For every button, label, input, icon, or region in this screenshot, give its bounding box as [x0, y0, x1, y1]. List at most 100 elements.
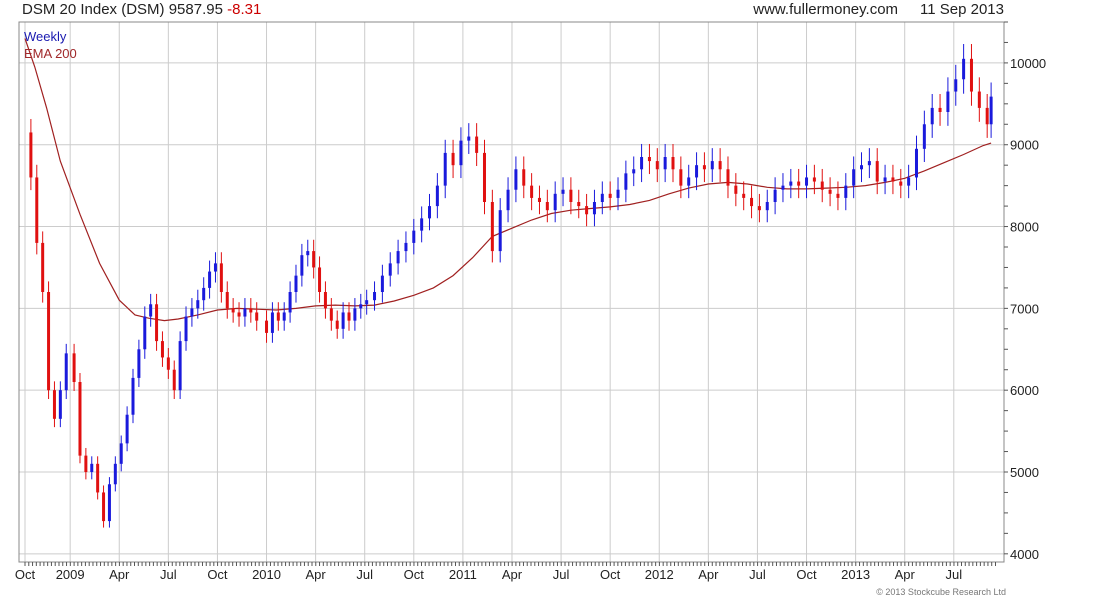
candle-body	[178, 341, 182, 391]
candle-body	[718, 161, 722, 170]
x-tick-label: Apr	[698, 567, 719, 582]
candle-body	[530, 185, 534, 198]
candle-body	[306, 251, 310, 256]
candle-body	[160, 341, 164, 358]
candle-body	[143, 316, 147, 350]
x-tick-label: 2012	[645, 567, 674, 582]
x-tick-label: Oct	[796, 567, 817, 582]
candle-body	[78, 382, 82, 456]
candle-body	[954, 79, 958, 92]
candle-body	[373, 292, 377, 301]
candle-body	[359, 304, 363, 309]
candle-body	[726, 169, 730, 186]
candle-body	[155, 304, 159, 342]
candle-body	[867, 161, 871, 166]
candle-body	[347, 312, 351, 321]
candle-body	[184, 316, 188, 342]
candle-body	[506, 189, 510, 211]
candle-body	[318, 267, 322, 292]
candle-body	[608, 193, 612, 198]
candle-body	[172, 369, 176, 391]
candle-body	[96, 463, 100, 493]
candle-body	[119, 443, 123, 464]
candle-body	[219, 263, 223, 292]
candle-body	[663, 157, 667, 170]
candle-body	[113, 463, 117, 485]
candle-body	[323, 292, 327, 309]
candle-body	[329, 308, 333, 321]
candle-body	[190, 308, 194, 317]
candle-body	[781, 185, 785, 190]
candle-body	[820, 181, 824, 190]
site-link[interactable]: www.fullermoney.com	[753, 1, 899, 18]
candle-body	[773, 189, 777, 202]
candle-body	[249, 308, 253, 313]
x-tick-label: Jul	[749, 567, 766, 582]
candle-body	[294, 275, 298, 292]
candle-body	[64, 353, 68, 391]
candle-body	[875, 161, 879, 182]
candle-body	[428, 206, 432, 219]
candle-body	[647, 157, 651, 162]
legend-ema: EMA 200	[24, 46, 77, 61]
candle-body	[522, 169, 526, 186]
candle-body	[166, 357, 170, 370]
candle-body	[687, 177, 691, 186]
x-tick-label: Oct	[207, 567, 228, 582]
x-tick-label: Jul	[356, 567, 373, 582]
candle-body	[797, 181, 801, 186]
candle-body	[734, 185, 738, 194]
candle-body	[459, 140, 463, 166]
candle-body	[225, 292, 229, 309]
candle-body	[149, 304, 153, 317]
candle-body	[365, 300, 369, 305]
x-tick-label: Jul	[945, 567, 962, 582]
candle-body	[353, 308, 357, 321]
chart-date: 11 Sep 2013	[920, 1, 1004, 18]
candle-body	[600, 193, 604, 202]
copyright: © 2013 Stockcube Research Ltd	[876, 587, 1006, 597]
last-price: 9587.95	[168, 1, 223, 18]
candle-body	[537, 197, 541, 202]
candle-body	[985, 107, 989, 125]
candle-body	[412, 230, 416, 243]
candle-body	[213, 263, 217, 272]
y-tick-label: 8000	[1010, 220, 1039, 235]
candle-body	[592, 202, 596, 215]
x-tick-label: 2011	[449, 567, 477, 582]
candle-body	[208, 271, 212, 288]
candle-body	[58, 390, 62, 419]
candle-body	[695, 165, 699, 178]
y-tick-label: 10000	[1010, 56, 1046, 71]
candle-body	[891, 177, 895, 182]
x-tick-label: Apr	[895, 567, 916, 582]
candles	[29, 44, 993, 528]
candle-body	[632, 169, 636, 174]
y-tick-label: 6000	[1010, 383, 1039, 398]
y-tick-label: 4000	[1010, 547, 1039, 562]
candle-body	[300, 255, 304, 276]
candle-body	[852, 169, 856, 186]
candle-body	[805, 177, 809, 186]
candle-body	[671, 157, 675, 170]
candle-body	[498, 210, 502, 252]
candle-body	[702, 165, 706, 170]
candle-body	[102, 492, 106, 522]
candle-body	[977, 91, 981, 108]
candle-body	[270, 312, 274, 333]
candle-body	[237, 312, 241, 317]
candle-body	[125, 414, 129, 444]
candle-body	[883, 177, 887, 182]
candle-body	[231, 308, 235, 313]
candle-body	[860, 165, 864, 170]
candle-body	[282, 312, 286, 321]
x-tick-label: Apr	[306, 567, 327, 582]
candle-body	[47, 292, 51, 391]
x-tick-label: Oct	[600, 567, 621, 582]
candle-body	[265, 320, 269, 333]
candle-body	[202, 287, 206, 301]
x-tick-label: Apr	[109, 567, 130, 582]
candle-body	[490, 202, 494, 252]
candle-body	[757, 206, 761, 211]
